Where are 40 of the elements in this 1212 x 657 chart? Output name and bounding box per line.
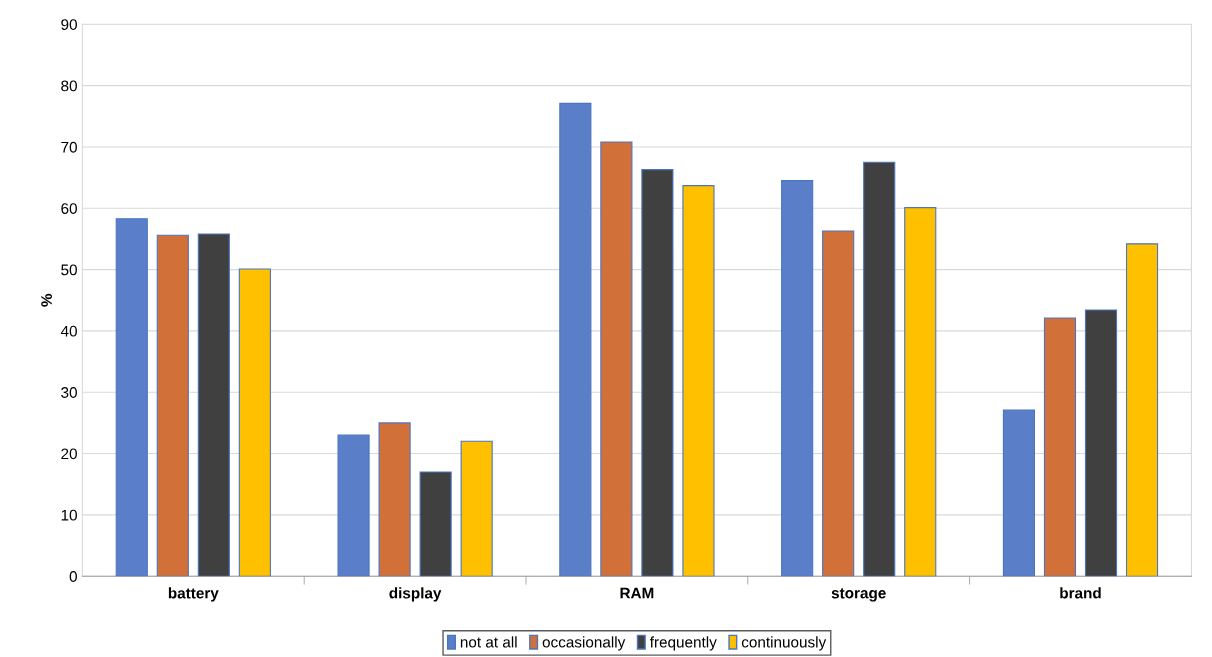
y-tick-label: 30	[61, 387, 77, 398]
bar	[1125, 243, 1159, 577]
y-tick-label: 50	[61, 264, 77, 276]
bar	[559, 102, 592, 577]
legend-label: not at all	[460, 636, 517, 648]
bar	[1002, 409, 1036, 577]
bar	[1084, 309, 1118, 577]
legend-label: frequently	[649, 636, 717, 651]
y-tick-label: 90	[61, 19, 77, 30]
bar	[822, 230, 855, 577]
y-tick-label: 0	[69, 571, 77, 582]
x-tick-label: battery	[168, 587, 219, 602]
bar	[904, 207, 937, 577]
legend-label: occasionally	[542, 636, 626, 651]
bar	[197, 233, 230, 577]
bar	[682, 185, 715, 577]
x-tick-label: RAM	[620, 587, 654, 599]
y-axis-title: %	[41, 293, 52, 307]
x-tick-label: storage	[831, 588, 886, 602]
legend-label: continuously	[741, 636, 827, 651]
bar	[600, 141, 633, 577]
x-tick-label: display	[389, 587, 442, 602]
bar	[238, 268, 271, 577]
y-tick-label: 10	[61, 509, 77, 521]
bar	[115, 218, 148, 577]
x-tick-label: brand	[1060, 587, 1101, 599]
bar	[641, 169, 674, 577]
y-tick-label: 60	[61, 203, 77, 214]
bar	[863, 161, 896, 577]
bar	[1043, 317, 1077, 577]
bar	[781, 180, 814, 577]
bar	[378, 422, 411, 577]
bar	[337, 434, 370, 577]
y-tick-label: 70	[61, 141, 77, 153]
y-tick-label: 80	[61, 80, 77, 92]
bar	[156, 234, 189, 577]
bar	[460, 440, 493, 577]
bar	[419, 471, 452, 577]
y-tick-label: 40	[60, 325, 77, 337]
y-tick-label: 20	[61, 448, 77, 460]
